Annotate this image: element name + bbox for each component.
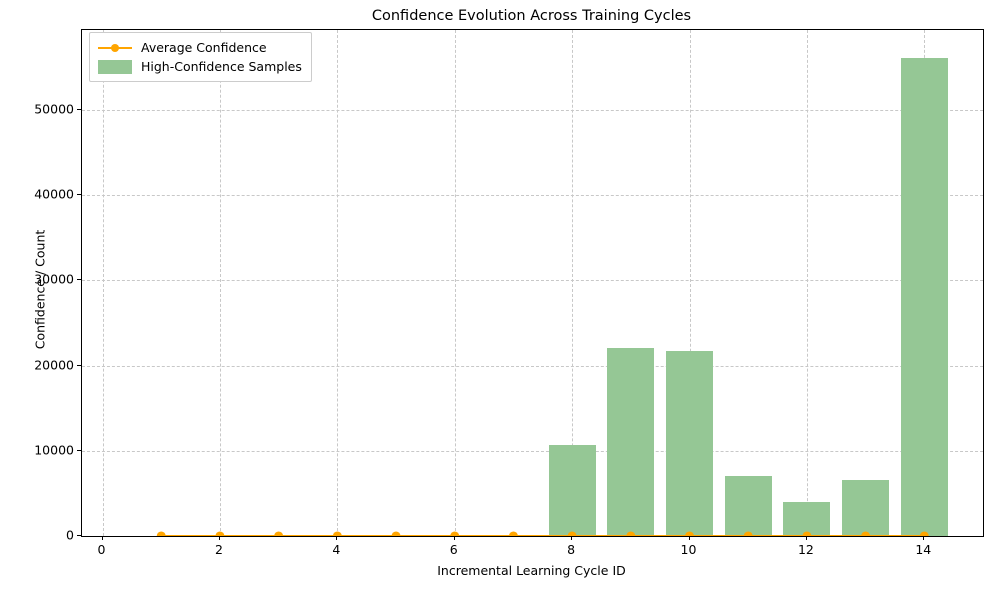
- y-tick-label: 40000: [34, 186, 74, 202]
- gridline-h: [82, 450, 983, 452]
- gridline-v: [689, 30, 691, 536]
- bar: [607, 347, 655, 536]
- line-marker: [685, 531, 695, 536]
- gridline-h: [82, 195, 983, 197]
- gridline-v: [572, 30, 574, 536]
- line-marker: [274, 531, 284, 536]
- y-tick: [77, 364, 81, 366]
- x-tick-label: 12: [797, 542, 814, 557]
- bar: [724, 475, 772, 536]
- line-marker: [450, 531, 460, 536]
- line-marker: [743, 531, 753, 536]
- plot-area: [81, 29, 984, 537]
- line-marker: [332, 531, 342, 536]
- bar-swatch-icon: [98, 59, 132, 74]
- gridline-v: [337, 30, 339, 536]
- x-axis-label: Incremental Learning Cycle ID: [437, 563, 626, 578]
- line-series-average-confidence: [156, 531, 929, 536]
- gridline-h: [82, 280, 983, 282]
- line-marker: [802, 531, 812, 536]
- y-tick-label: 10000: [34, 442, 74, 458]
- gridline-h: [82, 110, 983, 112]
- line-marker: [156, 531, 166, 536]
- bar: [900, 57, 948, 536]
- bar: [783, 501, 831, 536]
- plot-inner: [82, 30, 983, 536]
- gridline-v: [219, 30, 221, 536]
- x-tick: [805, 536, 807, 540]
- y-tick: [77, 109, 81, 111]
- line-marker: [508, 531, 518, 536]
- x-tick: [923, 536, 925, 540]
- legend-item-high-confidence-samples[interactable]: High-Confidence Samples: [98, 58, 302, 75]
- x-tick-label: 8: [567, 542, 576, 557]
- y-tick-label: 20000: [34, 357, 74, 373]
- y-tick: [77, 279, 81, 281]
- line-marker: [215, 531, 225, 536]
- y-tick: [77, 194, 81, 196]
- y-axis-label: Confidence / Count: [32, 229, 48, 350]
- x-tick-label: 6: [449, 542, 458, 557]
- x-tick-label: 2: [214, 542, 223, 557]
- bar: [666, 350, 713, 536]
- page-title: Confidence Evolution Across Training Cyc…: [371, 8, 692, 24]
- bar: [842, 479, 890, 536]
- y-tick-label: 0: [66, 527, 74, 543]
- line-marker: [626, 531, 636, 536]
- x-tick-label: 10: [680, 542, 697, 557]
- x-tick-label: 14: [915, 542, 932, 557]
- gridline-v: [806, 30, 808, 536]
- x-tick: [571, 536, 573, 540]
- y-tick-label: 50000: [34, 101, 74, 117]
- line-markers: [156, 531, 929, 536]
- legend[interactable]: Average Confidence High-Confidence Sampl…: [89, 32, 312, 82]
- line-marker: [861, 531, 871, 536]
- line-marker: [567, 531, 577, 536]
- x-tick: [453, 536, 455, 540]
- gridline-v: [454, 30, 456, 536]
- y-tick: [77, 449, 81, 451]
- gridline-v: [102, 30, 104, 536]
- x-tick-label: 4: [332, 542, 341, 557]
- x-tick: [688, 536, 690, 540]
- gridline-h: [82, 365, 983, 367]
- legend-label: Average Confidence: [141, 40, 267, 55]
- legend-item-average-confidence[interactable]: Average Confidence: [98, 39, 302, 56]
- line-marker: [391, 531, 401, 536]
- y-tick: [77, 535, 81, 536]
- line-marker: [919, 531, 929, 536]
- x-tick-label: 0: [97, 542, 106, 557]
- x-tick: [101, 536, 103, 540]
- legend-label: High-Confidence Samples: [141, 59, 302, 74]
- x-tick: [218, 536, 220, 540]
- line-swatch-icon: [98, 41, 132, 55]
- bar: [548, 444, 596, 536]
- y-tick-label: 30000: [34, 271, 74, 287]
- x-tick: [336, 536, 338, 540]
